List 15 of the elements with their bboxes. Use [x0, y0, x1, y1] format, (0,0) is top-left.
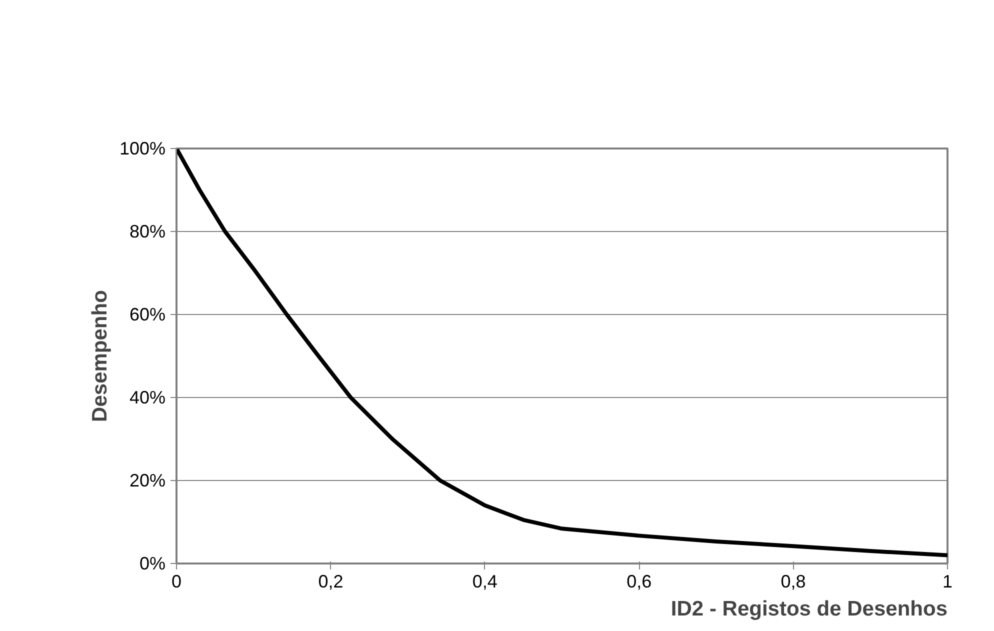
x-tick-label: 0,4: [472, 572, 498, 592]
x-axis-title: ID2 - Registos de Desenhos: [670, 598, 948, 620]
y-tick-label: 60%: [129, 304, 166, 324]
y-tick-label: 0%: [139, 554, 166, 574]
y-axis-title: Desempenho: [88, 290, 112, 422]
y-tick-label: 100%: [119, 138, 166, 158]
y-tick-label: 80%: [129, 222, 166, 242]
y-tick-label: 20%: [129, 470, 166, 490]
line-series: [176, 148, 948, 558]
x-tick-label: 0,2: [318, 572, 344, 592]
y-tick-label: 40%: [129, 388, 166, 408]
x-tick-label: 0,6: [626, 572, 652, 592]
x-tick-label: 0,8: [780, 572, 806, 592]
x-tick-label: 0: [171, 572, 182, 592]
x-tick-label: 1: [942, 572, 953, 592]
